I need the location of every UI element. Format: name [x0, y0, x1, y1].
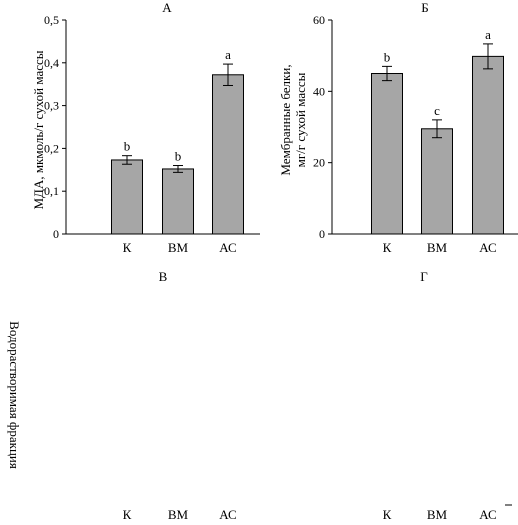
category-label: ВМ [168, 507, 189, 522]
chart-panel-3: Г К ВМ АС [383, 269, 497, 522]
category-label: ВМ [427, 240, 448, 255]
panel-title: Г [420, 269, 428, 284]
category-label: АС [479, 240, 496, 255]
y-axis-label: Водорастворимая фракция [7, 321, 22, 469]
category-label: К [383, 507, 392, 522]
significance-label: b [175, 149, 182, 164]
y-tick-label: 0,2 [44, 141, 59, 155]
category-label: К [383, 240, 392, 255]
y-tick-label: 0,1 [44, 184, 59, 198]
category-label: К [123, 507, 132, 522]
chart-panel-1: Б 0 20 40 60 b Кc ВМ a АС Мембранные белки, мг/г су… [278, 0, 518, 255]
category-label: АС [219, 507, 236, 522]
bar [212, 74, 244, 235]
category-label: ВМ [427, 507, 448, 522]
panel-title: А [162, 0, 172, 15]
category-label: К [123, 240, 132, 255]
y-axis-label: мг/г сухой массы [293, 72, 308, 167]
significance-label: c [434, 103, 440, 118]
y-tick-label: 0,4 [44, 56, 59, 70]
category-label: АС [219, 240, 236, 255]
significance-label: b [124, 139, 131, 154]
significance-label: a [485, 27, 491, 42]
panel-title: Б [421, 0, 428, 15]
bar [472, 55, 504, 235]
y-tick-label: 0,5 [44, 13, 59, 27]
category-label: АС [479, 507, 496, 522]
bar [162, 168, 194, 235]
y-axis-label: Мембранные белки, [278, 64, 293, 175]
bar [371, 73, 403, 235]
y-tick-label: 0 [319, 227, 325, 241]
y-tick-label: 0 [53, 227, 59, 241]
bar [421, 128, 453, 235]
chart-panel-0: А 0 0,1 0,2 0,3 0,4 0,5 b Кb ВМ a АС МДА, мкмоль/г с… [31, 0, 260, 255]
y-tick-label: 20 [313, 156, 325, 170]
chart-panel-2: В К ВМ АС Водорастворимая фракция [7, 269, 237, 522]
y-tick-label: 0,3 [44, 99, 59, 113]
bar [111, 159, 143, 235]
significance-label: a [225, 47, 231, 62]
y-tick-label: 40 [313, 84, 325, 98]
panel-title: В [159, 269, 168, 284]
y-tick-label: 60 [313, 13, 325, 27]
significance-label: b [384, 49, 391, 64]
category-label: ВМ [168, 240, 189, 255]
y-axis-label: МДА, мкмоль/г сухой массы [31, 50, 46, 209]
